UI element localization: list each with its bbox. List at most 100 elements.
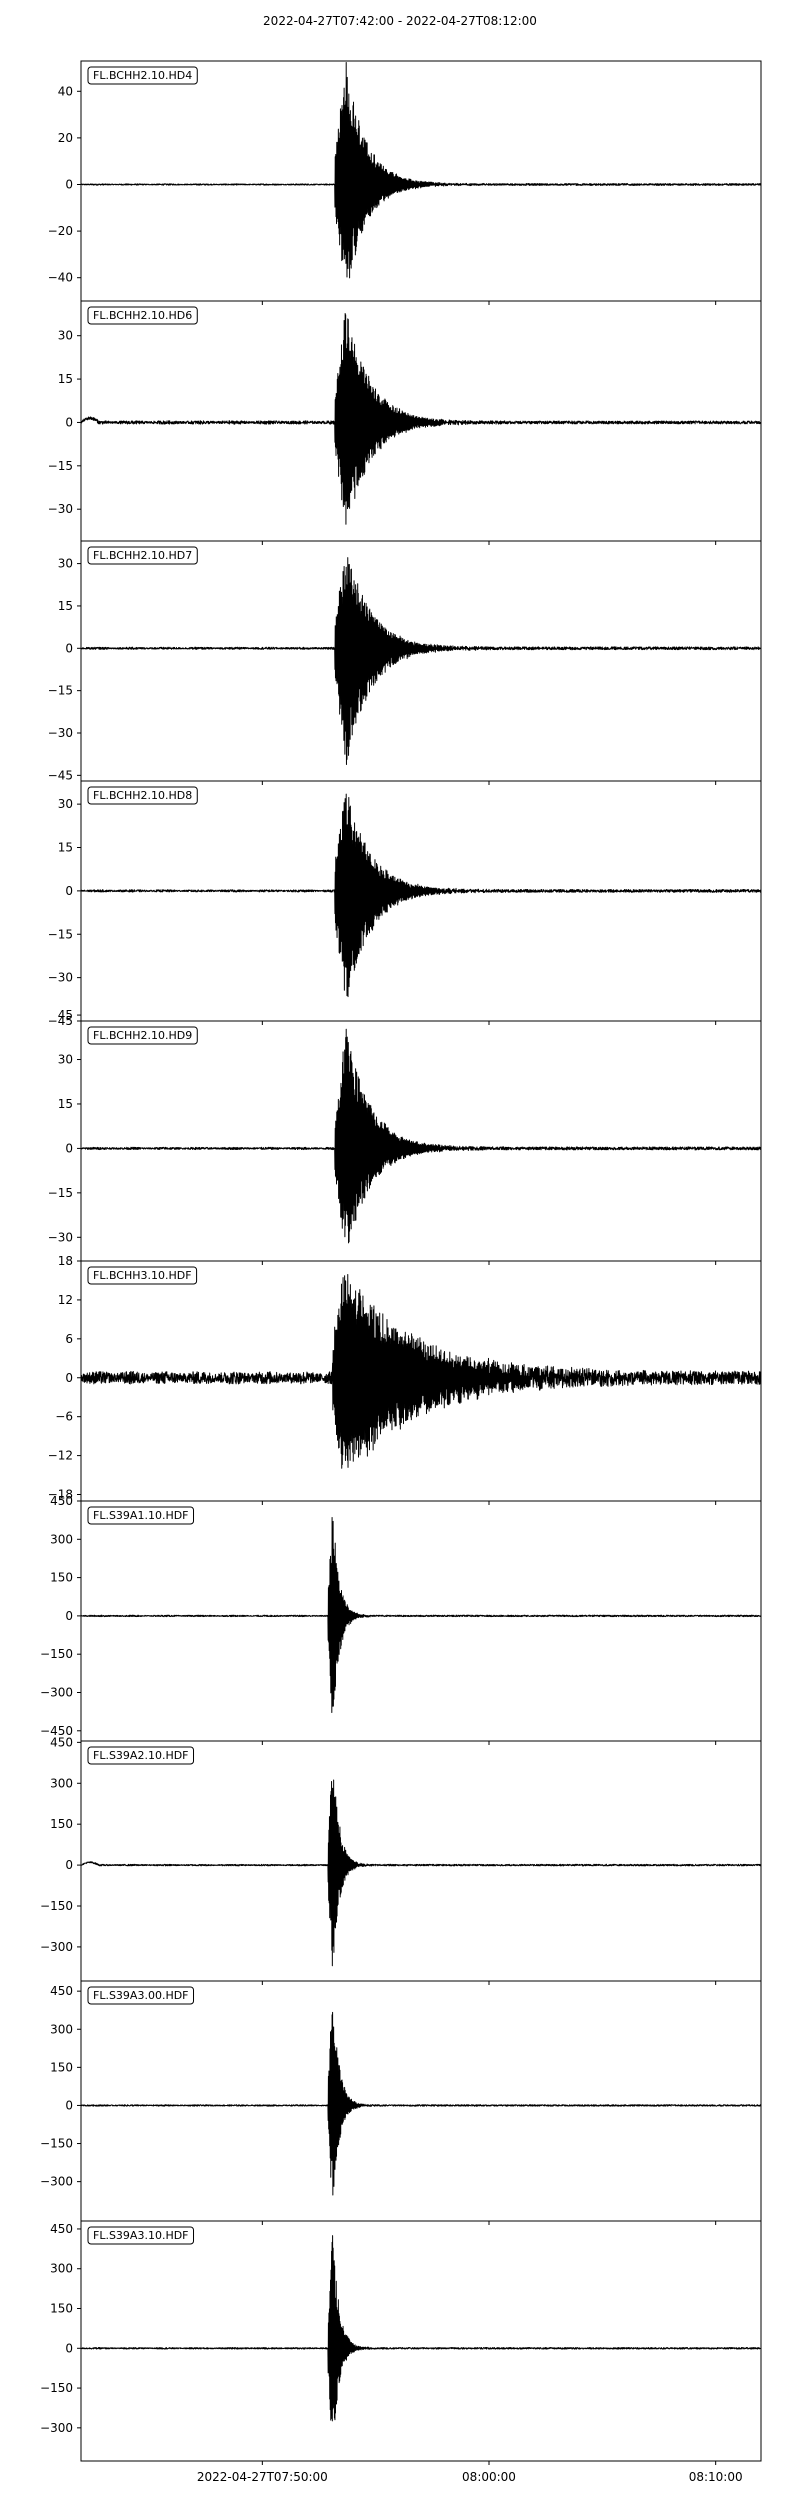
panel-1: 40 20 0 −20 −40 FL.BCHH2.10.HD4 <box>48 60 762 305</box>
y-tick-label: −30 <box>48 726 73 740</box>
panel-4: 30 15 0 −15 −30 −45 FL.BCHH2.10.HD8 <box>48 780 762 1028</box>
y-tick-label: 300 <box>50 2262 73 2276</box>
trace-label-box <box>87 2226 195 2245</box>
y-tick-label: 150 <box>50 1571 73 1585</box>
y-tick-label: −15 <box>48 1186 73 1200</box>
trace-label: FL.S39A2.10.HDF <box>93 1749 189 1762</box>
y-tick-label: −30 <box>48 1230 73 1244</box>
panel-frame <box>80 1740 762 1982</box>
trace-waveform <box>81 557 761 765</box>
y-tick-label: −30 <box>48 502 73 516</box>
y-tick-label: 30 <box>58 557 73 571</box>
y-tick-label: 0 <box>65 2098 73 2112</box>
trace-waveform <box>81 1779 761 1967</box>
y-tick-label: 30 <box>58 797 73 811</box>
trace-label: FL.S39A3.00.HDF <box>93 1989 189 2002</box>
trace-waveform <box>81 1028 761 1244</box>
y-tick-label: −300 <box>40 2175 73 2189</box>
y-tick-label: 40 <box>58 84 73 98</box>
y-tick-label: −450 <box>40 1724 73 1738</box>
figure-title: 2022-04-27T07:42:00 - 2022-04-27T08:12:0… <box>263 14 537 28</box>
y-tick-label: 0 <box>65 1141 73 1155</box>
panel-6: 18 12 6 0 −6 −12 −18 FL.BCHH3.10.HDF <box>48 1254 762 1505</box>
y-tick-label: 300 <box>50 2022 73 2036</box>
y-tick-label: −40 <box>48 271 73 285</box>
trace-label: FL.BCHH2.10.HD6 <box>93 309 192 322</box>
panel-frame <box>80 1500 762 1742</box>
panel-8: 450 300 150 0 −150 −300 FL.S39A2.10.HDF <box>40 1735 762 1985</box>
y-tick-label: 150 <box>50 2060 73 2074</box>
y-tick-label: −15 <box>48 459 73 473</box>
x-axis: 2022-04-27T07:50:00 08:00:00 08:10:00 <box>197 2470 743 2484</box>
panel-frame <box>80 2220 762 2462</box>
trace-label: FL.S39A1.10.HDF <box>93 1509 189 1522</box>
trace-label: FL.BCHH2.10.HD7 <box>93 549 192 562</box>
panel-frame <box>80 1980 762 2222</box>
y-tick-label: −30 <box>48 971 73 985</box>
y-tick-label: 300 <box>50 1532 73 1546</box>
x-tick-label: 08:10:00 <box>689 2470 743 2484</box>
panel-7: 450 300 150 0 −150 −300 −450 FL.S39A1.10.HDF <box>40 1494 762 1745</box>
y-tick-label: 6 <box>65 1332 73 1346</box>
panel-5: 45 30 15 0 −15 −30 FL.BCHH2.10.HD9 <box>48 1008 762 1265</box>
trace-label: FL.BCHH2.10.HD9 <box>93 1029 192 1042</box>
y-tick-label: 450 <box>50 1984 73 1998</box>
y-tick-label: −150 <box>40 1899 73 1913</box>
y-tick-label: 0 <box>65 1371 73 1385</box>
y-tick-label: 15 <box>58 372 73 386</box>
trace-waveform <box>81 793 761 998</box>
trace-waveform <box>81 2011 761 2196</box>
trace-label: FL.BCHH2.10.HD8 <box>93 789 192 802</box>
y-tick-label: −20 <box>48 224 73 238</box>
y-tick-label: −300 <box>40 1685 73 1699</box>
panel-3: 30 15 0 −15 −30 −45 FL.BCHH2.10.HD7 <box>48 540 762 785</box>
trace-label-box <box>87 786 198 805</box>
x-tick-label: 2022-04-27T07:50:00 <box>197 2470 328 2484</box>
y-tick-label: 45 <box>58 1008 73 1022</box>
y-tick-label: 0 <box>65 1858 73 1872</box>
x-tick-label: 08:00:00 <box>462 2470 516 2484</box>
y-tick-label: 450 <box>50 1494 73 1508</box>
y-tick-label: −45 <box>48 1014 73 1028</box>
trace-label-box <box>87 1986 195 2005</box>
y-tick-label: −6 <box>55 1410 73 1424</box>
y-tick-label: 300 <box>50 1776 73 1790</box>
y-tick-label: 0 <box>65 2341 73 2355</box>
panel-9: 450 300 150 0 −150 −300 FL.S39A3.00.HDF <box>40 1980 762 2225</box>
y-tick-label: −15 <box>48 684 73 698</box>
trace-waveform <box>81 1273 761 1469</box>
y-tick-label: 20 <box>58 131 73 145</box>
y-tick-label: −150 <box>40 2381 73 2395</box>
panel-frame <box>80 780 762 1022</box>
trace-waveform <box>81 61 761 279</box>
y-tick-label: −18 <box>48 1488 73 1502</box>
trace-label: FL.BCHH3.10.HDF <box>93 1269 192 1282</box>
panel-frame <box>80 1020 762 1262</box>
y-tick-label: 0 <box>65 415 73 429</box>
trace-label-box <box>87 306 198 325</box>
y-tick-label: −15 <box>48 927 73 941</box>
trace-label-box <box>87 1266 198 1285</box>
y-tick-label: −300 <box>40 2421 73 2435</box>
trace-label-box <box>87 1026 198 1045</box>
y-tick-label: 15 <box>58 1097 73 1111</box>
trace-waveform <box>81 312 761 525</box>
y-tick-label: 0 <box>65 177 73 191</box>
y-tick-label: 0 <box>65 884 73 898</box>
trace-panels: 40200−20−40FL.BCHH2.10.HD430150−15−30FL.… <box>40 60 762 2465</box>
y-tick-label: −150 <box>40 2137 73 2151</box>
trace-waveform <box>81 2235 761 2422</box>
y-tick-label: 18 <box>58 1254 73 1268</box>
y-tick-label: 30 <box>58 1053 73 1067</box>
trace-label: FL.S39A3.10.HDF <box>93 2229 189 2242</box>
y-tick-label: −45 <box>48 768 73 782</box>
y-tick-label: −300 <box>40 1940 73 1954</box>
trace-label-box <box>87 1746 195 1765</box>
y-tick-label: 15 <box>58 841 73 855</box>
y-tick-label: 15 <box>58 599 73 613</box>
y-tick-label: 0 <box>65 641 73 655</box>
y-tick-label: −150 <box>40 1647 73 1661</box>
y-tick-label: 12 <box>58 1293 73 1307</box>
trace-label-box <box>87 1506 195 1525</box>
